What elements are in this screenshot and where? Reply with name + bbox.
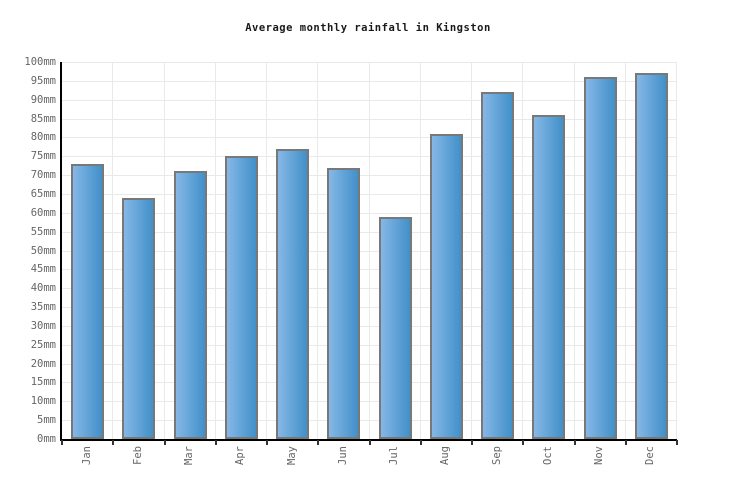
y-axis-line bbox=[60, 62, 62, 441]
gridline-horizontal bbox=[62, 382, 677, 384]
x-axis-label: Apr bbox=[234, 446, 247, 465]
bar-sep bbox=[481, 92, 515, 439]
gridline-horizontal bbox=[62, 137, 677, 139]
y-axis-label: 95mm bbox=[30, 74, 56, 87]
x-axis-label: Mar bbox=[183, 446, 196, 465]
bar-may bbox=[276, 149, 310, 439]
y-axis-label: 75mm bbox=[30, 150, 56, 163]
bar-apr bbox=[224, 156, 258, 439]
gridline-vertical bbox=[163, 62, 165, 439]
gridline-vertical bbox=[522, 62, 524, 439]
x-axis-tick bbox=[471, 440, 473, 445]
gridline-vertical bbox=[317, 62, 319, 439]
x-axis-tick bbox=[61, 440, 63, 445]
y-axis-label: 10mm bbox=[30, 395, 56, 408]
gridline-horizontal bbox=[62, 325, 677, 327]
x-axis-tick bbox=[266, 440, 268, 445]
y-axis-label: 5mm bbox=[37, 414, 56, 427]
x-axis-tick bbox=[573, 440, 576, 445]
x-axis-tick bbox=[419, 440, 422, 445]
gridline-horizontal bbox=[62, 193, 677, 195]
x-axis-label: May bbox=[285, 446, 298, 465]
bar-mar bbox=[173, 171, 207, 439]
bar-jun bbox=[327, 168, 361, 439]
y-axis-label: 90mm bbox=[30, 93, 56, 106]
bar-jan bbox=[71, 164, 105, 439]
x-axis-label: Dec bbox=[644, 446, 657, 465]
x-axis-label: Aug bbox=[439, 446, 452, 465]
x-axis-label: Oct bbox=[541, 446, 554, 465]
gridline-vertical bbox=[266, 62, 267, 439]
gridline-horizontal bbox=[62, 231, 677, 233]
gridline-horizontal bbox=[62, 344, 677, 346]
x-axis-label: Feb bbox=[131, 446, 144, 465]
gridline-vertical bbox=[471, 62, 472, 439]
gridline-vertical bbox=[624, 62, 626, 439]
gridline-horizontal bbox=[62, 212, 677, 214]
gridline-horizontal bbox=[62, 250, 677, 252]
gridline-horizontal bbox=[62, 118, 677, 120]
y-axis-label: 80mm bbox=[30, 131, 56, 144]
x-axis-tick bbox=[112, 440, 115, 445]
y-axis-label: 100mm bbox=[24, 56, 56, 68]
y-axis-label: 40mm bbox=[30, 282, 56, 295]
gridline-horizontal bbox=[62, 420, 677, 422]
gridline-horizontal bbox=[62, 269, 677, 271]
x-axis-tick bbox=[214, 440, 217, 445]
bar-nov bbox=[583, 77, 617, 439]
y-axis-label: 0mm bbox=[37, 433, 56, 445]
gridline-horizontal bbox=[62, 175, 677, 177]
y-axis-label: 85mm bbox=[30, 112, 56, 125]
gridline-horizontal bbox=[62, 80, 677, 82]
bar-aug bbox=[429, 134, 463, 439]
gridline-horizontal bbox=[62, 156, 677, 158]
y-axis-label: 15mm bbox=[30, 376, 56, 389]
gridline-vertical bbox=[676, 62, 677, 439]
y-axis-label: 20mm bbox=[30, 357, 56, 370]
x-axis-tick bbox=[522, 440, 525, 445]
bar-dec bbox=[634, 73, 668, 439]
y-axis-label: 25mm bbox=[30, 338, 56, 351]
y-axis-label: 35mm bbox=[30, 301, 56, 314]
y-axis-label: 45mm bbox=[30, 263, 56, 276]
gridline-horizontal bbox=[62, 401, 677, 403]
x-axis-tick bbox=[624, 440, 627, 445]
x-axis-label: Jan bbox=[80, 446, 93, 465]
x-axis-label: Jun bbox=[336, 446, 349, 465]
y-axis-label: 50mm bbox=[30, 244, 56, 257]
gridline-vertical bbox=[214, 62, 216, 439]
bar-oct bbox=[532, 115, 566, 439]
gridline-horizontal bbox=[62, 288, 677, 290]
x-axis-label: Jul bbox=[388, 446, 401, 465]
gridline-vertical bbox=[419, 62, 421, 439]
gridline-vertical bbox=[112, 62, 114, 439]
bar-jul bbox=[378, 217, 412, 439]
gridline-horizontal bbox=[62, 99, 677, 101]
gridline-vertical bbox=[368, 62, 370, 439]
y-axis-label: 65mm bbox=[30, 187, 56, 200]
y-axis-label: 60mm bbox=[30, 206, 56, 219]
x-axis-tick bbox=[676, 440, 678, 445]
gridline-horizontal bbox=[62, 62, 677, 63]
y-axis-label: 30mm bbox=[30, 319, 56, 332]
y-axis-label: 70mm bbox=[30, 169, 56, 182]
gridline-horizontal bbox=[62, 307, 677, 309]
bar-feb bbox=[122, 198, 156, 439]
x-axis-label: Sep bbox=[490, 446, 503, 465]
x-axis-label: Nov bbox=[593, 446, 606, 465]
chart-title: Average monthly rainfall in Kingston bbox=[245, 22, 491, 34]
gridline-vertical bbox=[573, 62, 575, 439]
y-axis-label: 55mm bbox=[30, 225, 56, 238]
x-axis-tick bbox=[163, 440, 166, 445]
gridline-horizontal bbox=[62, 363, 677, 365]
plot-area bbox=[60, 62, 677, 441]
x-axis-tick bbox=[317, 440, 320, 445]
x-axis-tick bbox=[368, 440, 371, 445]
